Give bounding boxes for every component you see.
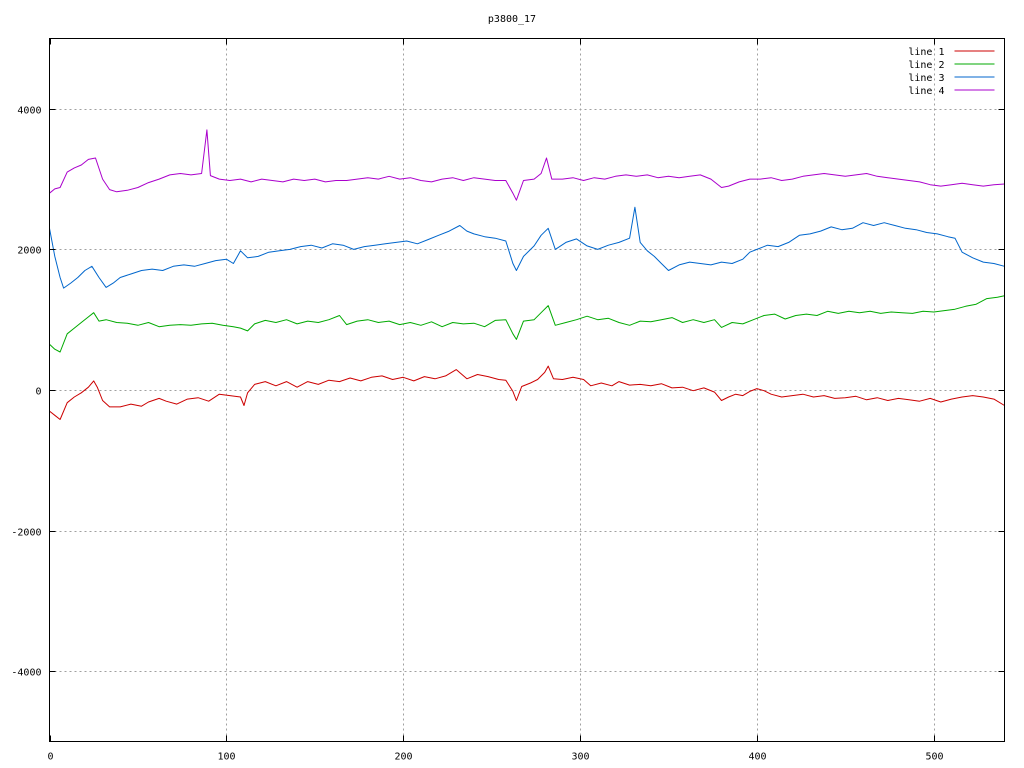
x-tick-label: 200 [394, 752, 412, 763]
x-tick-label: 500 [925, 752, 943, 763]
x-tick-label: 100 [217, 752, 235, 763]
x-tick-label: 400 [748, 752, 766, 763]
series-line-4 [49, 129, 1005, 201]
chart-title: p3800_17 [488, 14, 536, 25]
legend-label-2: line 2 [908, 60, 944, 71]
x-tick-label: 0 [47, 752, 53, 763]
y-tick-label: -2000 [11, 528, 41, 539]
series-layer [49, 129, 1005, 420]
series-line-2 [49, 295, 1005, 353]
y-tick-label: 4000 [17, 106, 41, 117]
legend: line 1 line 2 line 3 line 4 [908, 47, 995, 97]
x-tick-label: 300 [571, 752, 589, 763]
series-line-1 [49, 365, 1005, 420]
legend-label-3: line 3 [908, 73, 944, 84]
legend-label-4: line 4 [908, 86, 944, 97]
legend-label-1: line 1 [908, 47, 944, 58]
grid-layer [49, 38, 1005, 742]
y-tick-label: -4000 [11, 668, 41, 679]
series-line-3 [49, 206, 1005, 289]
tick-layer: 0 100 200 300 400 500 -4000 -2000 0 2000 4000 [11, 38, 1005, 763]
y-tick-label: 2000 [17, 246, 41, 257]
y-tick-label: 0 [35, 387, 41, 398]
